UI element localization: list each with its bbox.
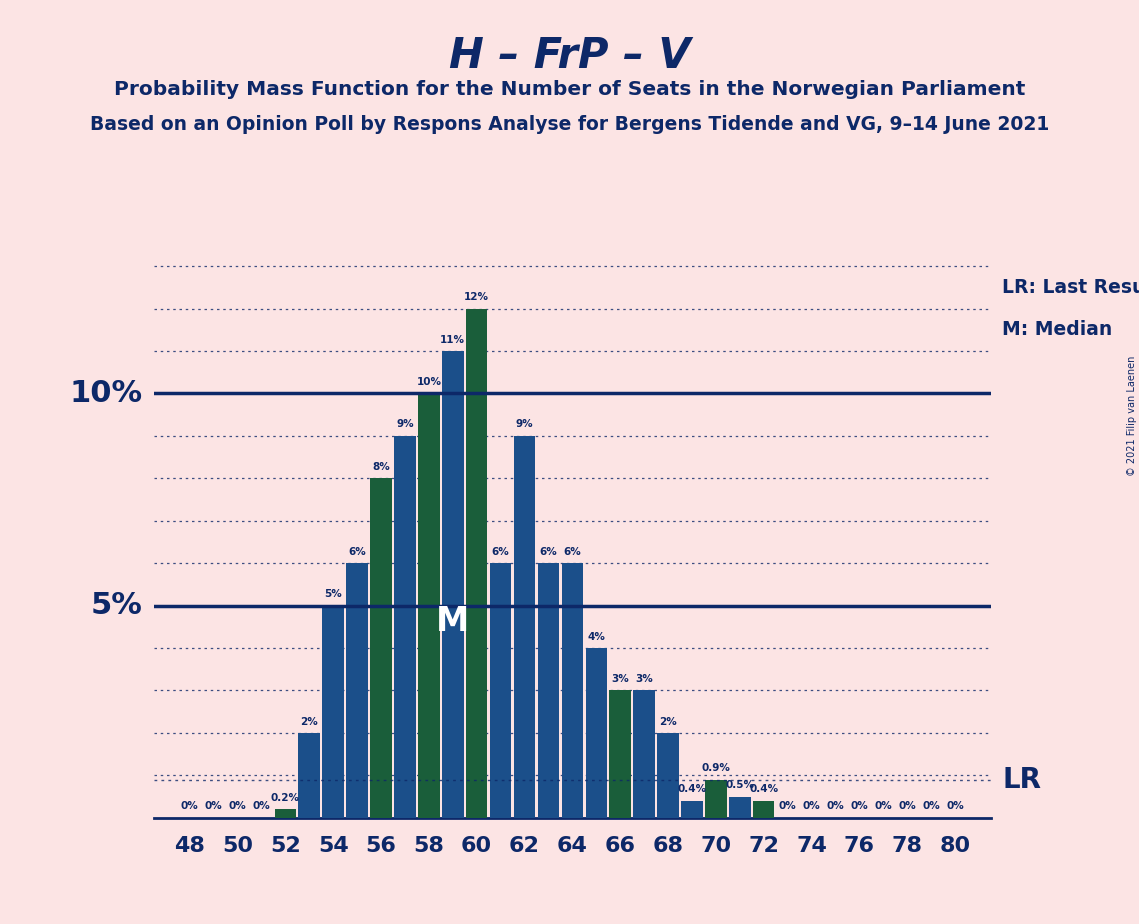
Text: 0%: 0% bbox=[947, 801, 964, 811]
Text: 6%: 6% bbox=[492, 547, 509, 557]
Text: 0%: 0% bbox=[229, 801, 246, 811]
Bar bbox=[466, 309, 487, 818]
Text: 0%: 0% bbox=[899, 801, 916, 811]
Text: 2%: 2% bbox=[301, 716, 318, 726]
Text: 0.9%: 0.9% bbox=[702, 763, 730, 773]
Bar bbox=[514, 436, 535, 818]
Text: 6%: 6% bbox=[349, 547, 366, 557]
Bar bbox=[681, 801, 703, 818]
Text: 0.4%: 0.4% bbox=[749, 784, 778, 795]
Bar bbox=[346, 563, 368, 818]
Text: 0%: 0% bbox=[779, 801, 796, 811]
Text: 8%: 8% bbox=[372, 462, 390, 472]
Text: 4%: 4% bbox=[588, 632, 605, 641]
Bar bbox=[705, 780, 727, 818]
Text: M: M bbox=[436, 605, 469, 638]
Text: 0.2%: 0.2% bbox=[271, 793, 300, 803]
Bar bbox=[490, 563, 511, 818]
Bar bbox=[562, 563, 583, 818]
Text: 6%: 6% bbox=[564, 547, 581, 557]
Text: 0%: 0% bbox=[803, 801, 820, 811]
Text: LR: LR bbox=[1002, 766, 1041, 795]
Bar bbox=[609, 690, 631, 818]
Text: 3%: 3% bbox=[636, 675, 653, 684]
Bar bbox=[633, 690, 655, 818]
Text: 9%: 9% bbox=[516, 419, 533, 430]
Text: 12%: 12% bbox=[465, 292, 489, 302]
Text: 6%: 6% bbox=[540, 547, 557, 557]
Bar bbox=[394, 436, 416, 818]
Bar bbox=[370, 479, 392, 818]
Bar bbox=[538, 563, 559, 818]
Bar bbox=[442, 351, 464, 818]
Text: 0%: 0% bbox=[253, 801, 270, 811]
Bar bbox=[274, 809, 296, 818]
Bar bbox=[298, 733, 320, 818]
Bar bbox=[322, 605, 344, 818]
Bar bbox=[657, 733, 679, 818]
Text: LR: Last Result: LR: Last Result bbox=[1002, 278, 1139, 297]
Text: 3%: 3% bbox=[612, 675, 629, 684]
Text: © 2021 Filip van Laenen: © 2021 Filip van Laenen bbox=[1126, 356, 1137, 476]
Bar bbox=[418, 394, 440, 818]
Text: 0%: 0% bbox=[205, 801, 222, 811]
Text: Probability Mass Function for the Number of Seats in the Norwegian Parliament: Probability Mass Function for the Number… bbox=[114, 80, 1025, 100]
Bar bbox=[753, 801, 775, 818]
Text: 0.4%: 0.4% bbox=[678, 784, 706, 795]
Text: 5%: 5% bbox=[325, 590, 342, 599]
Text: M: Median: M: Median bbox=[1002, 321, 1113, 339]
Text: 0%: 0% bbox=[923, 801, 940, 811]
Bar bbox=[585, 648, 607, 818]
Text: 10%: 10% bbox=[69, 379, 142, 407]
Text: 0%: 0% bbox=[875, 801, 892, 811]
Text: 9%: 9% bbox=[396, 419, 413, 430]
Text: 0%: 0% bbox=[827, 801, 844, 811]
Text: 2%: 2% bbox=[659, 716, 677, 726]
Text: 5%: 5% bbox=[90, 591, 142, 620]
Text: 0%: 0% bbox=[181, 801, 198, 811]
Text: 0%: 0% bbox=[851, 801, 868, 811]
Text: 10%: 10% bbox=[417, 377, 441, 387]
Text: H – FrP – V: H – FrP – V bbox=[449, 35, 690, 77]
Bar bbox=[729, 796, 751, 818]
Text: 0.5%: 0.5% bbox=[726, 780, 754, 790]
Text: 11%: 11% bbox=[441, 334, 465, 345]
Text: Based on an Opinion Poll by Respons Analyse for Bergens Tidende and VG, 9–14 Jun: Based on an Opinion Poll by Respons Anal… bbox=[90, 116, 1049, 135]
